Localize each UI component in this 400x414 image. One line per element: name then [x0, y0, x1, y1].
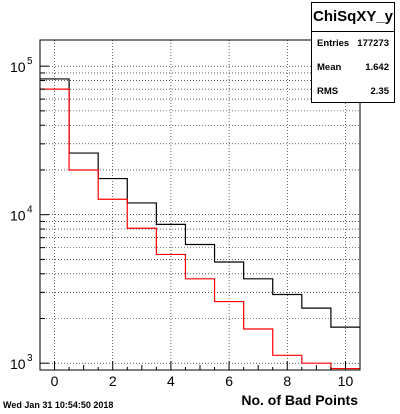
stats-row-entries: Entries 177273	[312, 32, 394, 56]
x-tick-label: 6	[225, 373, 233, 389]
x-tick-label: 4	[167, 373, 175, 389]
y-tick-label: 10	[10, 208, 26, 224]
stats-row-mean: Mean 1.642	[312, 56, 394, 80]
y-tick-exponent: 4	[27, 205, 33, 216]
y-tick-exponent: 3	[27, 353, 33, 364]
y-tick-label: 10	[10, 356, 26, 372]
stats-value: 2.35	[370, 86, 390, 97]
stats-label: Entries	[317, 38, 350, 49]
stats-title: ChiSqXY_y	[312, 3, 394, 32]
stats-label: RMS	[317, 86, 339, 97]
x-tick-label: 2	[109, 373, 117, 389]
stats-label: Mean	[317, 62, 342, 73]
y-tick-label: 10	[10, 59, 26, 75]
series-black-histogram	[40, 78, 360, 328]
timestamp: Wed Jan 31 10:54:50 2018	[3, 400, 114, 410]
stats-value: 1.642	[365, 62, 389, 73]
stats-box: ChiSqXY_y Entries 177273 Mean 1.642 RMS …	[311, 2, 395, 103]
histogram-series	[40, 78, 360, 370]
stats-value: 177273	[357, 38, 389, 49]
axis-ticks	[40, 65, 361, 371]
y-tick-exponent: 5	[27, 56, 33, 67]
x-tick-label: 10	[338, 373, 354, 389]
x-tick-label: 8	[283, 373, 291, 389]
x-tick-label: 0	[51, 373, 59, 389]
series-red-histogram	[40, 88, 360, 370]
stats-row-rms: RMS 2.35	[312, 80, 394, 104]
x-axis-label: No. of Bad Points	[241, 392, 358, 408]
